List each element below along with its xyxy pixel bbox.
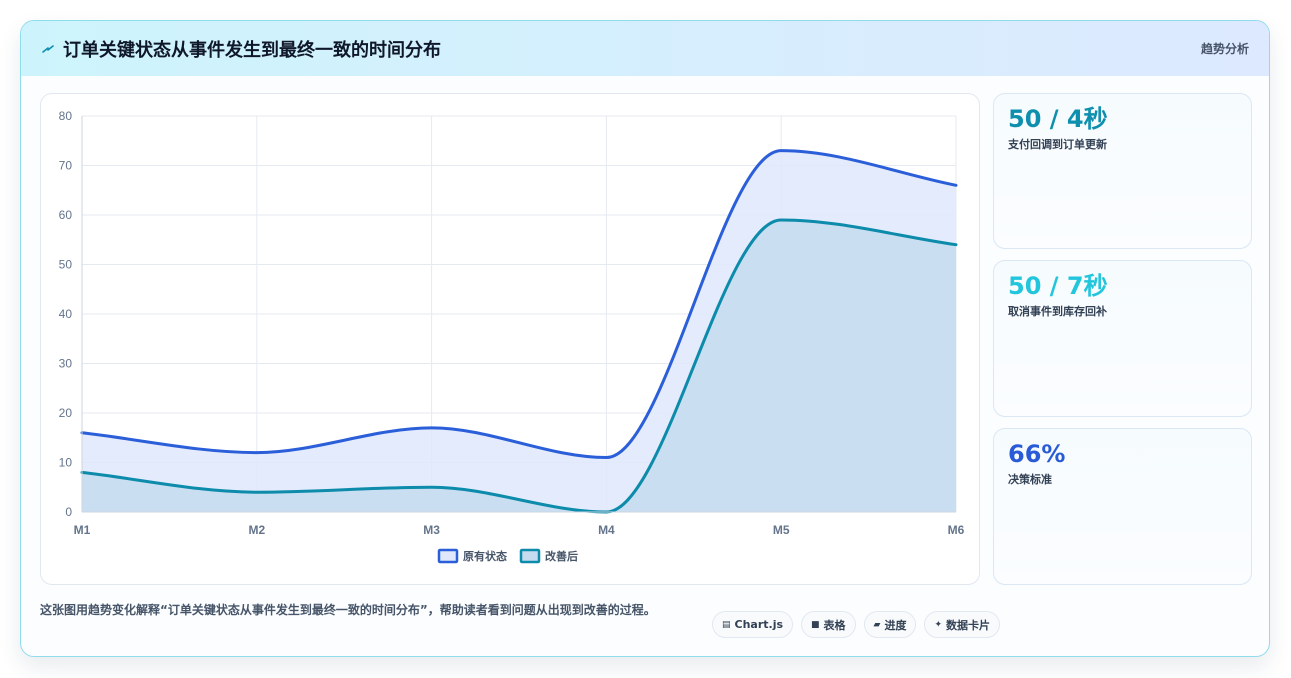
- stat-value: 66%: [1008, 440, 1066, 468]
- pill-table[interactable]: ■ 表格: [801, 611, 856, 638]
- stat-card-payment: 50 / 4秒 支付回调到订单更新: [993, 93, 1252, 249]
- series-line-1: [80, 218, 958, 514]
- area-chart: 0 10 20 30 40 50 60 70 80 M1 M2 M3 M4 M5 M6 原有状态 改善后: [59, 109, 965, 564]
- pill-label: 进度: [884, 618, 907, 632]
- chart-description: 这张图用趋势变化解释“订单关键状态从事件发生到最终一致的时间分布”，帮助读者看到…: [40, 603, 656, 617]
- bolt-icon: [42, 44, 54, 53]
- y-tick-label: 50: [59, 258, 73, 272]
- series-line-0: [80, 149, 958, 460]
- pill-label: Chart.js: [734, 618, 784, 631]
- x-tick-label: M6: [948, 523, 965, 537]
- feature-pills: ▤ Chart.js ■ 表格 ▰ 进度 ✦ 数据卡片: [712, 611, 1001, 638]
- chart-panel: 0 10 20 30 40 50 60 70 80 M1 M2 M3 M4 M5 M6 原有状态 改善后: [40, 93, 980, 585]
- pill-chartjs[interactable]: ▤ Chart.js: [712, 611, 794, 638]
- stat-card-cancel: 50 / 7秒 取消事件到库存回补: [993, 260, 1252, 417]
- x-tick-label: M2: [248, 523, 265, 537]
- stat-value: 50 / 7秒: [1008, 272, 1108, 300]
- legend-swatch-1: [519, 548, 541, 564]
- y-tick-label: 80: [59, 109, 73, 123]
- pill-label: 表格: [823, 618, 846, 632]
- y-tick-label: 0: [65, 505, 72, 519]
- y-tick-label: 20: [59, 406, 73, 420]
- pill-progress[interactable]: ▰ 进度: [863, 611, 917, 638]
- x-tick-label: M1: [74, 523, 91, 537]
- y-tick-label: 70: [59, 159, 73, 173]
- y-tick-label: 30: [59, 357, 73, 371]
- stat-card-decision: 66% 决策标准: [993, 428, 1252, 585]
- stat-label: 支付回调到订单更新: [1008, 138, 1107, 151]
- stat-value: 50 / 4秒: [1008, 105, 1108, 133]
- stat-label: 决策标准: [1008, 473, 1052, 486]
- trend-analysis-tag: 趋势分析: [1200, 42, 1249, 56]
- pill-label: 数据卡片: [946, 618, 991, 632]
- stat-label: 取消事件到库存回补: [1008, 305, 1107, 318]
- x-tick-label: M5: [773, 523, 790, 537]
- legend-label: 改善后: [545, 549, 578, 563]
- y-tick-label: 10: [59, 456, 73, 470]
- table-icon: ■: [811, 619, 820, 630]
- series-area-1: [82, 219, 956, 512]
- card-icon: ✦: [934, 619, 943, 630]
- page-title: 订单关键状态从事件发生到最终一致的时间分布: [63, 39, 441, 61]
- y-tick-label: 40: [59, 307, 73, 321]
- legend-label: 原有状态: [463, 549, 507, 563]
- y-tick-label: 60: [59, 208, 73, 222]
- chart-card: 订单关键状态从事件发生到最终一致的时间分布 趋势分析 0 10 20 30 40 50 60…: [20, 20, 1270, 657]
- pill-data-card[interactable]: ✦ 数据卡片: [924, 611, 1001, 638]
- x-tick-label: M3: [423, 523, 440, 537]
- chart-icon: ▤: [722, 619, 731, 630]
- x-tick-label: M4: [598, 523, 615, 537]
- card-header: 订单关键状态从事件发生到最终一致的时间分布 趋势分析: [21, 21, 1269, 76]
- progress-icon: ▰: [873, 619, 881, 630]
- legend-swatch-0: [437, 548, 459, 564]
